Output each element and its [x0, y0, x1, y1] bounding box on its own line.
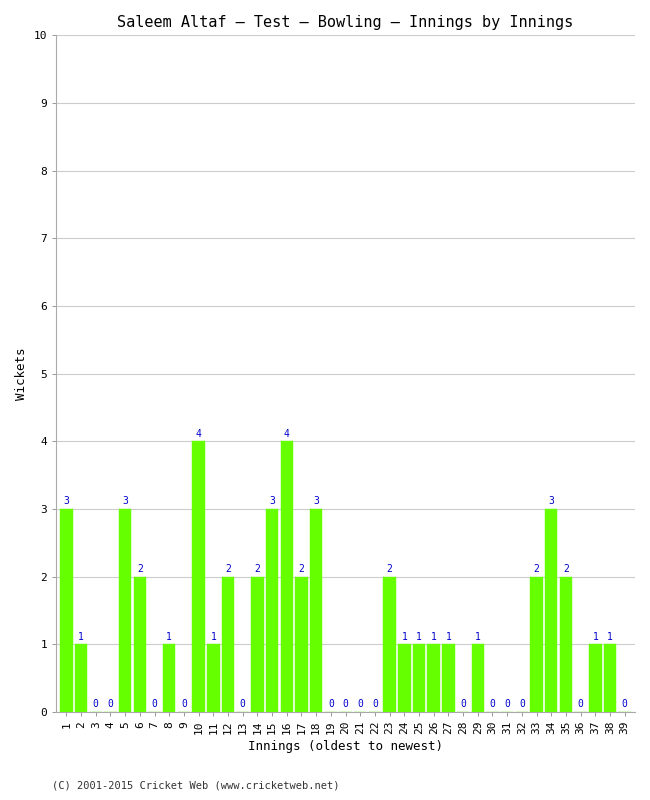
Bar [119, 509, 131, 712]
Text: 0: 0 [181, 699, 187, 710]
Text: 1: 1 [445, 631, 451, 642]
Y-axis label: Wickets: Wickets [15, 347, 28, 400]
Text: 0: 0 [93, 699, 99, 710]
Bar [604, 644, 616, 712]
Bar [428, 644, 440, 712]
Bar [398, 644, 411, 712]
Text: 2: 2 [225, 564, 231, 574]
Text: 0: 0 [504, 699, 510, 710]
Title: Saleem Altaf – Test – Bowling – Innings by Innings: Saleem Altaf – Test – Bowling – Innings … [118, 15, 574, 30]
Text: 4: 4 [196, 429, 202, 438]
Text: 2: 2 [137, 564, 143, 574]
Text: 0: 0 [622, 699, 628, 710]
Text: 0: 0 [519, 699, 525, 710]
Bar [281, 442, 293, 712]
Bar [222, 577, 234, 712]
Text: 1: 1 [78, 631, 84, 642]
Bar [530, 577, 543, 712]
Text: 1: 1 [416, 631, 422, 642]
Text: 4: 4 [284, 429, 290, 438]
Text: 1: 1 [475, 631, 481, 642]
Bar [251, 577, 264, 712]
Bar [134, 577, 146, 712]
Text: 0: 0 [372, 699, 378, 710]
Text: 0: 0 [240, 699, 246, 710]
X-axis label: Innings (oldest to newest): Innings (oldest to newest) [248, 740, 443, 753]
Text: 3: 3 [549, 496, 554, 506]
Text: 3: 3 [122, 496, 128, 506]
Text: 2: 2 [534, 564, 540, 574]
Text: 3: 3 [64, 496, 70, 506]
Bar [545, 509, 558, 712]
Text: 0: 0 [107, 699, 113, 710]
Text: 2: 2 [563, 564, 569, 574]
Text: 1: 1 [607, 631, 613, 642]
Bar [310, 509, 322, 712]
Text: 3: 3 [313, 496, 319, 506]
Text: 0: 0 [489, 699, 495, 710]
Bar [560, 577, 572, 712]
Bar [413, 644, 425, 712]
Bar [192, 442, 205, 712]
Bar [384, 577, 396, 712]
Text: 0: 0 [151, 699, 157, 710]
Text: 2: 2 [254, 564, 260, 574]
Bar [295, 577, 307, 712]
Text: 1: 1 [166, 631, 172, 642]
Text: 3: 3 [269, 496, 275, 506]
Text: 0: 0 [328, 699, 334, 710]
Bar [75, 644, 87, 712]
Bar [471, 644, 484, 712]
Text: 0: 0 [343, 699, 348, 710]
Text: 0: 0 [358, 699, 363, 710]
Bar [442, 644, 454, 712]
Bar [207, 644, 220, 712]
Bar [589, 644, 601, 712]
Text: 2: 2 [298, 564, 304, 574]
Text: (C) 2001-2015 Cricket Web (www.cricketweb.net): (C) 2001-2015 Cricket Web (www.cricketwe… [52, 781, 339, 790]
Text: 0: 0 [578, 699, 584, 710]
Text: 1: 1 [402, 631, 408, 642]
Bar [266, 509, 278, 712]
Text: 0: 0 [460, 699, 466, 710]
Text: 1: 1 [592, 631, 598, 642]
Bar [163, 644, 176, 712]
Text: 1: 1 [431, 631, 437, 642]
Bar [60, 509, 73, 712]
Text: 1: 1 [211, 631, 216, 642]
Text: 2: 2 [387, 564, 393, 574]
